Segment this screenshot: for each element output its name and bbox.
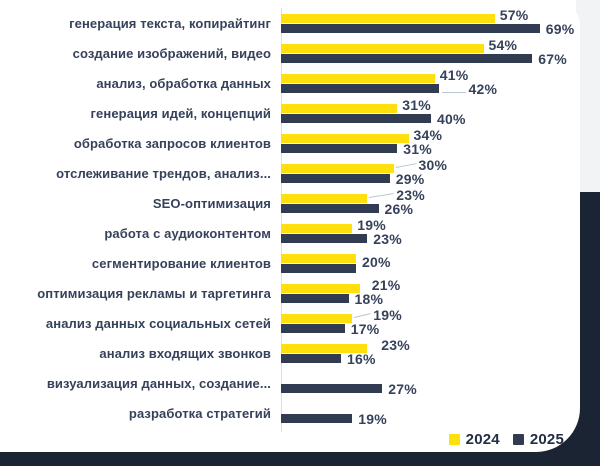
value-label-2025: 42% (468, 81, 498, 97)
value-label-2024: 41% (439, 67, 469, 83)
bar-2024 (281, 344, 368, 353)
category-label: генерация текста, копирайтинг (69, 15, 271, 31)
legend-swatch-2024 (448, 433, 460, 445)
bar-2025 (281, 294, 349, 303)
category-label: отслеживание трендов, анализ... (56, 165, 271, 181)
bar-2025 (281, 174, 390, 183)
category-label: работа с аудиоконтентом (104, 225, 271, 241)
legend-item-2024: 2024 (448, 430, 500, 448)
bar-2024 (281, 254, 356, 263)
axis-baseline (281, 8, 282, 432)
bar-2025 (281, 324, 345, 333)
category-label: генерация идей, концепций (90, 105, 271, 121)
value-label-2024: 23% (381, 337, 410, 353)
chart-legend: 2024 2025 (448, 430, 564, 448)
value-label-2024: 19% (373, 307, 402, 323)
category-label: разработка стратегий (128, 405, 271, 421)
value-label-2024: 31% (402, 97, 431, 113)
value-label-2025: 26% (384, 201, 414, 217)
bar-2025 (281, 84, 439, 93)
bar-2025 (281, 144, 398, 153)
legend-swatch-2025 (512, 433, 524, 445)
category-label: анализ данных социальных сетей (45, 315, 271, 331)
value-label-2025: 29% (395, 171, 425, 187)
bar-2025 (281, 24, 540, 33)
category-label: анализ входящих звонков (99, 345, 271, 361)
bar-2024 (281, 164, 394, 173)
chart-card: генерация текста, копирайтинг 57% 69% созда… (37, 7, 575, 448)
slide-dark-backdrop-bottom (0, 452, 600, 466)
legend-label: 2024 (465, 430, 500, 448)
bar-2024 (281, 104, 398, 113)
bar-2024 (281, 134, 409, 143)
value-label-2025: 20% (362, 254, 391, 270)
category-label: сегментирование клиентов (91, 255, 271, 271)
bar-2025 (281, 204, 379, 213)
leader-line (369, 193, 395, 198)
category-label: оптимизация рекламы и таргетинга (37, 285, 271, 301)
category-label: визуализация данных, создание... (46, 375, 271, 391)
bar-2025 (281, 414, 353, 423)
value-label-2024: 21% (371, 277, 401, 293)
value-label-2025: 67% (538, 51, 567, 67)
category-label: создание изображений, видео (72, 45, 271, 61)
value-label-2025: 27% (388, 381, 417, 397)
bar-2024 (281, 194, 368, 203)
bar-chart: генерация текста, копирайтинг 57% 69% созда… (37, 7, 575, 432)
category-label: анализ, обработка данных (96, 75, 271, 91)
leader-line (354, 313, 372, 318)
leader-line (395, 163, 417, 168)
value-label-2024: 19% (357, 217, 386, 233)
value-label-2024: 30% (418, 157, 448, 173)
bar-2024 (281, 74, 435, 83)
slide-corner-background (576, 0, 600, 196)
legend-item-2025: 2025 (512, 430, 564, 448)
bar-2024 (281, 14, 495, 23)
value-label-2025: 16% (347, 351, 376, 367)
legend-label: 2025 (529, 430, 564, 448)
value-label-2025: 31% (403, 141, 432, 157)
leader-line (441, 92, 466, 93)
value-label-2025: 19% (358, 411, 387, 427)
bar-2024 (281, 44, 484, 53)
category-label: обработка запросов клиентов (73, 135, 271, 151)
bar-2024 (281, 314, 353, 323)
value-label-2024: 34% (413, 127, 443, 143)
bar-2024 (281, 284, 360, 293)
category-label: SEO-оптимизация (152, 195, 271, 211)
value-label-2024: 57% (499, 7, 529, 23)
value-label-2024: 54% (488, 37, 518, 53)
value-label-2025: 69% (545, 21, 575, 37)
bar-2025 (281, 354, 341, 363)
bar-2025 (281, 114, 431, 123)
bar-2025 (281, 234, 368, 243)
bar-2025 (281, 384, 383, 393)
bar-2025 (281, 264, 356, 273)
value-label-2025: 23% (373, 231, 402, 247)
value-label-2024: 23% (396, 187, 425, 203)
value-label-2025: 18% (354, 291, 384, 307)
bar-2025 (281, 54, 533, 63)
bar-2024 (281, 224, 353, 233)
value-label-2025: 17% (350, 321, 380, 337)
value-label-2025: 40% (437, 111, 466, 127)
